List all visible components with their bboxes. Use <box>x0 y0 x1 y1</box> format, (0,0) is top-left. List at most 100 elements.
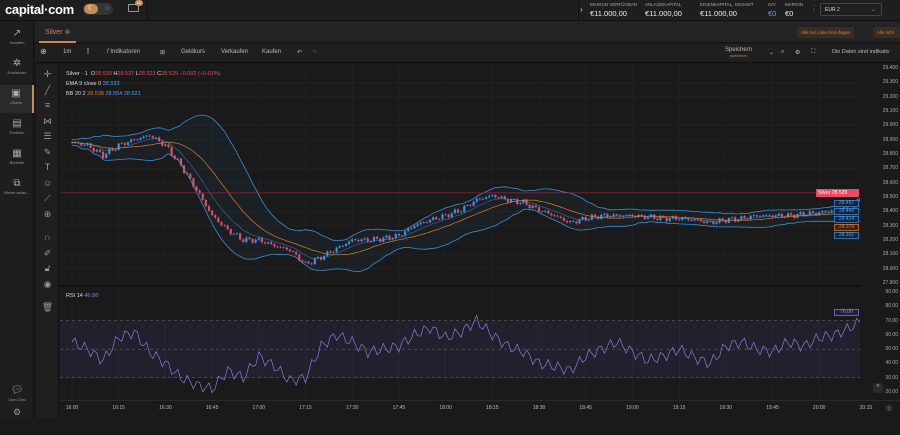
theme-toggle[interactable]: ☾ ☼ <box>83 3 113 15</box>
indicators-label: Indikatoren <box>110 49 141 55</box>
layout-icon[interactable]: ⊞ <box>160 50 166 56</box>
rsi-tick: 30.00 <box>885 374 898 381</box>
candle <box>86 142 89 147</box>
candle <box>248 236 251 241</box>
settings-icon[interactable]: ⚙ <box>12 407 22 417</box>
candle <box>341 244 344 248</box>
close-all-button[interactable]: Alle schl <box>873 27 900 38</box>
redo-icon[interactable]: ↷ <box>312 50 318 56</box>
account-select[interactable]: EUR 2 ⌄ <box>820 3 882 16</box>
text-icon[interactable]: T <box>44 162 51 172</box>
sidebar-item-entdecken[interactable]: ✲ Entdecken <box>0 55 34 83</box>
candle <box>556 214 559 218</box>
candle <box>108 147 111 156</box>
candle <box>575 220 578 225</box>
sidebar-item-meinedefau[interactable]: ⧉ Meine defau... <box>0 175 34 203</box>
logo[interactable]: capital·com <box>5 2 74 17</box>
zoom-icon[interactable]: ⊕ <box>43 208 52 219</box>
candle-type-icon[interactable]: ⫿ <box>87 49 89 55</box>
brush-icon[interactable]: ✎ <box>43 146 52 157</box>
sidebar-item-handeln[interactable]: ↗ Handeln <box>0 25 34 53</box>
gear-icon[interactable]: ⚙ <box>795 50 801 56</box>
chevron-right-icon[interactable]: › <box>580 5 583 14</box>
price-tick: 28.200 <box>882 237 898 243</box>
interval-select[interactable]: 1m <box>63 49 72 55</box>
close-tab-icon[interactable]: ⊗ <box>64 29 71 36</box>
candle <box>534 204 537 209</box>
sidebar-item-charts[interactable]: ▣ Charts <box>0 85 34 113</box>
stat-label: Margin verfügbar <box>590 2 638 7</box>
crosshair-icon[interactable]: ✛ <box>43 69 52 79</box>
live-chat-label: Live-Chat <box>8 397 26 402</box>
timezone-icon[interactable]: ◎ <box>886 405 893 412</box>
data-notice: Die Daten sind indikativ <box>832 49 890 55</box>
indicators-button[interactable]: f Indikatoren <box>107 49 140 55</box>
emoji-icon[interactable]: ☺ <box>42 177 53 188</box>
chart-canvas[interactable] <box>60 64 860 400</box>
candle <box>145 134 148 138</box>
candle <box>541 210 544 213</box>
price-axis[interactable]: 29.400 29.300 29.200 29.100 29.000 28.900 28.8… <box>816 64 900 418</box>
rsi-tick: 70.00 <box>885 317 898 324</box>
ema-row[interactable]: EMA 9 close 0 28.533 <box>66 79 220 89</box>
eye-icon[interactable]: ◉ <box>43 278 52 289</box>
time-axis[interactable]: 16:00 16:15 16:30 16:45 17:00 17:15 17:30 17:45… <box>60 383 900 418</box>
undo-icon[interactable]: ↶ <box>297 50 303 56</box>
lock-icon[interactable]: 🔓︎ <box>44 263 51 273</box>
trendline-icon[interactable]: ╱ <box>44 84 51 95</box>
rsi-legend[interactable]: RSI 14 46.88 <box>66 293 98 299</box>
candle <box>569 220 572 224</box>
candle <box>811 210 815 214</box>
scroll-to-latest-button[interactable]: » <box>873 383 883 393</box>
buy-button[interactable]: Kaufen <box>262 49 282 55</box>
mail-icon[interactable] <box>128 4 139 12</box>
sidebar-item-berichte[interactable]: ▦ Berichte <box>0 145 34 173</box>
add-all-to-list-button[interactable]: Alle zur Liste hinzufügen <box>797 27 855 38</box>
price-tick: 27.900 <box>882 280 898 286</box>
divider <box>578 0 579 21</box>
more-icon[interactable]: ⋮ <box>810 4 818 13</box>
candle <box>207 204 211 213</box>
fib-icon[interactable]: ☰ <box>43 131 52 141</box>
time-tick: 16:00 <box>65 405 79 411</box>
candle <box>354 238 357 242</box>
candle <box>351 238 354 243</box>
add-symbol-icon[interactable]: ⊕ <box>40 47 47 56</box>
gridlines <box>60 64 860 400</box>
tab-silver[interactable]: Silver ⊗ <box>39 21 77 43</box>
candle <box>547 209 550 215</box>
time-tick: 16:30 <box>159 405 172 411</box>
chevron-down-icon[interactable]: ⌄ <box>769 50 775 56</box>
magnet-icon[interactable]: ∩ <box>44 232 51 242</box>
chart-legend: Silver · 1 O28.530 H28.537 L28.523 C28.5… <box>66 69 220 99</box>
trash-icon[interactable]: 🗑︎ <box>41 302 54 312</box>
pencil-lock-icon[interactable]: ✐ <box>43 247 52 258</box>
pattern-icon[interactable]: ⋈ <box>43 115 52 126</box>
rsi-tick: 50.00 <box>885 346 898 353</box>
sell-button[interactable]: Verkaufen <box>221 49 249 55</box>
bb-row[interactable]: BB 20 2 28.538 28.554 28.521 <box>66 89 220 99</box>
sidebar-item-portfolio[interactable]: ▤ Portfolio <box>0 115 34 143</box>
candle <box>603 212 606 216</box>
candle <box>734 216 737 223</box>
bb-lower-value: 28.521 <box>123 91 141 97</box>
snapshot-icon[interactable]: ⌕ <box>781 49 785 55</box>
candle <box>164 143 167 147</box>
price-tick: 28.800 <box>882 151 898 157</box>
parallel-lines-icon[interactable]: ≡ <box>44 100 51 110</box>
candle <box>606 212 609 219</box>
bid-button[interactable]: Geldkurs <box>181 49 206 55</box>
price-tick: 28.500 <box>882 194 898 200</box>
save-button[interactable]: Speichern speichern <box>725 47 752 58</box>
sidebar-item-label: Berichte <box>9 160 25 165</box>
candle <box>790 211 793 216</box>
ruler-icon[interactable]: ⟋ <box>44 193 51 203</box>
candle <box>550 212 553 217</box>
sidebar-item-label: Handeln <box>9 40 25 45</box>
fullscreen-icon[interactable]: ⛶ <box>811 49 816 55</box>
rsi-tick: 60.00 <box>885 331 898 338</box>
candle <box>519 201 522 206</box>
candle <box>310 262 313 266</box>
live-chat-button[interactable]: 💬︎ Live-Chat <box>0 382 34 410</box>
candle <box>478 197 481 201</box>
